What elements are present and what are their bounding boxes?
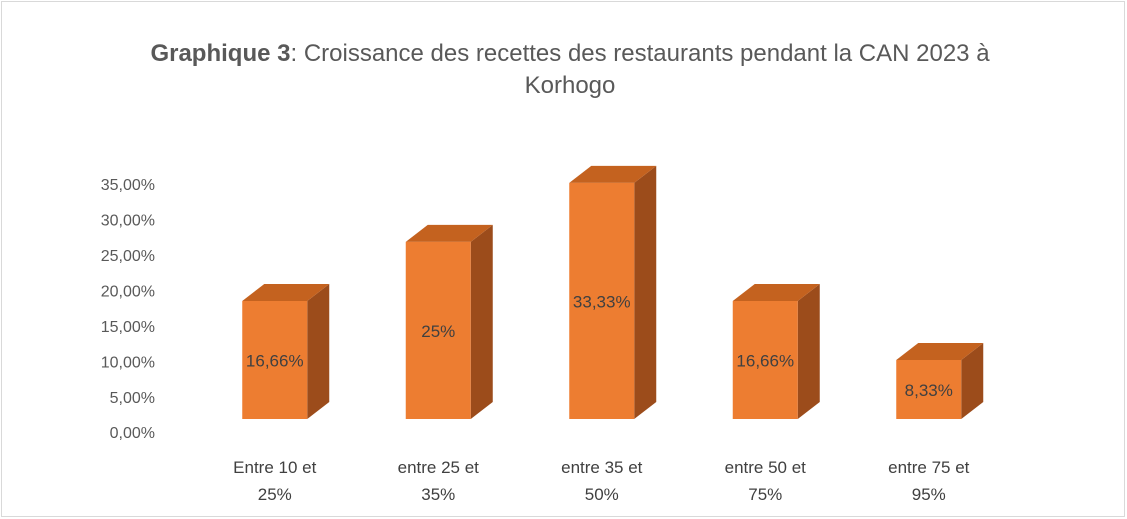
bar-top [405,224,493,242]
title-text: : Croissance des recettes des restaurant… [290,40,990,99]
x-tick-label: entre 75 et 95% [888,458,970,504]
y-tick-label: 35,00% [101,177,155,194]
bar-side [307,283,330,419]
x-tick-label: entre 35 et 50% [561,458,643,504]
data-label: 8,33% [905,381,953,400]
y-tick-label: 25,00% [101,248,155,265]
bar [732,283,820,419]
bar-side [470,224,493,419]
data-label: 16,66% [736,351,794,370]
bar-side [797,283,820,419]
bar [405,224,493,419]
y-tick-label: 20,00% [101,284,155,301]
chart-title: Graphique 3: Croissance des recettes des… [150,38,990,102]
title-bold: Graphique 3 [150,40,291,67]
bar-top [896,342,984,360]
data-label: 16,66% [246,351,304,370]
bar-front [242,300,308,419]
bar-side [634,165,657,419]
data-label: 25% [421,322,455,341]
y-tick-label: 10,00% [101,354,155,371]
bar [242,283,330,419]
x-tick-label: Entre 10 et 25% [233,458,317,504]
bar-top [242,283,330,301]
bar-front [569,182,635,419]
bar-front [896,359,962,419]
data-label: 33,33% [573,292,631,311]
bar-top [569,165,657,183]
y-tick-label: 15,00% [101,319,155,336]
y-tick-label: 30,00% [101,213,155,230]
bar-top [732,283,820,301]
x-tick-label: entre 25 et 35% [397,458,479,504]
bar [569,165,657,419]
y-tick-label: 0,00% [110,425,155,442]
y-tick-label: 5,00% [110,390,155,407]
bar-front [732,300,798,419]
bar-front [405,241,471,419]
bar [896,342,984,419]
bar-side [961,342,984,419]
x-tick-label: entre 50 et 75% [724,458,806,504]
